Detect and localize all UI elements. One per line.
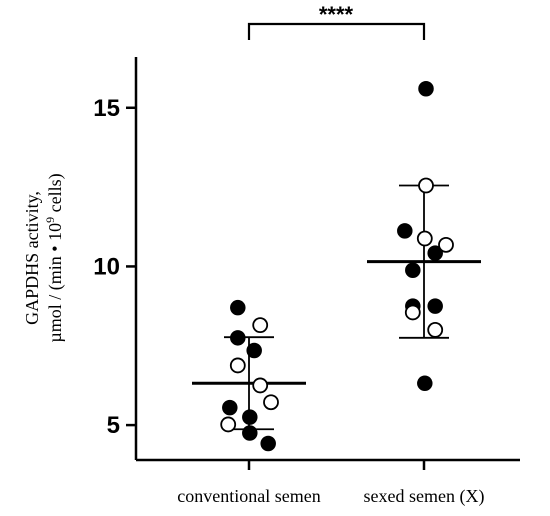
data-marks: [192, 80, 481, 452]
y-axis-label-line2-post: cells): [45, 173, 66, 216]
data-point-filled: [242, 425, 258, 441]
y-ticks: 5 10 15: [93, 95, 136, 439]
data-point-open: [263, 394, 279, 411]
data-point-filled: [397, 223, 413, 239]
data-point-open: [252, 317, 269, 334]
data-point-filled: [427, 298, 443, 314]
y-tick-label: 5: [107, 412, 120, 439]
data-point-open: [418, 177, 434, 194]
bracket-line: [247, 22, 426, 40]
significance-bracket: ****: [247, 2, 426, 40]
y-axis-label-line1: GAPDHS activity,: [22, 191, 42, 325]
x-tick-label: conventional semen: [177, 486, 320, 506]
data-point-filled: [222, 399, 238, 416]
data-point-filled: [418, 80, 434, 97]
data-point-filled: [260, 435, 276, 452]
svg-text:GAPDHS activity,: GAPDHS activity,: [22, 191, 42, 325]
y-axis-label: GAPDHS activity, µmol / (min • 109 cells…: [22, 173, 66, 342]
data-point-open: [229, 357, 246, 374]
data-point-filled: [427, 245, 443, 261]
svg-text:µmol / (min • 109 cells): µmol / (min • 109 cells): [43, 173, 66, 342]
y-axis-label-superscript: 9: [43, 217, 57, 223]
significance-label: ****: [319, 2, 354, 27]
data-point-filled: [405, 262, 421, 278]
axes: [134, 57, 520, 462]
x-ticks: conventional semen sexed semen (X): [177, 460, 484, 507]
y-axis-label-line2-pre: µmol / (min • 10: [45, 223, 66, 343]
group-2: [367, 80, 481, 391]
data-point-open: [438, 236, 454, 253]
data-point-open: [252, 377, 269, 394]
group-1: [192, 299, 306, 452]
y-tick-label: 10: [93, 253, 120, 280]
data-point-open: [404, 304, 421, 321]
data-point-filled: [417, 375, 433, 391]
data-point-filled: [230, 330, 246, 346]
data-point-open: [220, 416, 237, 433]
x-tick-label: sexed semen (X): [364, 486, 485, 507]
data-point-filled: [230, 299, 246, 316]
data-point-open: [416, 230, 433, 247]
data-point-filled: [242, 409, 258, 425]
data-point-filled: [246, 342, 262, 359]
y-tick-label: 15: [93, 95, 120, 122]
data-point-open: [427, 321, 444, 338]
